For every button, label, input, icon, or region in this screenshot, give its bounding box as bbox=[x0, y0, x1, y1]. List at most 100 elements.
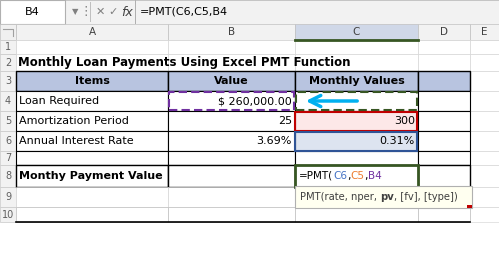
Bar bbox=[168, 207, 295, 222]
Bar bbox=[168, 207, 295, 222]
Bar bbox=[295, 165, 418, 187]
Bar bbox=[168, 24, 295, 40]
Bar bbox=[168, 131, 295, 151]
Bar bbox=[467, 205, 472, 208]
Text: Items: Items bbox=[74, 76, 109, 86]
Text: ,: , bbox=[364, 171, 368, 181]
Bar bbox=[16, 40, 168, 54]
Bar bbox=[168, 165, 295, 187]
Bar bbox=[0, 71, 16, 91]
Bar bbox=[16, 151, 168, 165]
Bar bbox=[418, 151, 470, 165]
Bar bbox=[470, 131, 499, 151]
Text: 7: 7 bbox=[5, 153, 11, 163]
Bar bbox=[295, 207, 418, 222]
Bar bbox=[0, 187, 16, 207]
Text: C5: C5 bbox=[350, 171, 364, 181]
Bar bbox=[16, 111, 168, 131]
Bar bbox=[470, 151, 499, 165]
Bar bbox=[16, 24, 168, 40]
Text: Monthly Loan Payments Using Excel PMT Function: Monthly Loan Payments Using Excel PMT Fu… bbox=[18, 56, 350, 69]
Bar bbox=[90, 2, 91, 22]
Text: 1: 1 bbox=[5, 42, 11, 52]
Bar bbox=[16, 165, 168, 187]
Text: Amortization Period: Amortization Period bbox=[19, 116, 129, 126]
Bar bbox=[65, 0, 66, 24]
Bar bbox=[418, 71, 470, 91]
Text: 0.31%: 0.31% bbox=[380, 136, 415, 146]
Text: ✕: ✕ bbox=[95, 7, 105, 17]
Bar bbox=[0, 131, 16, 151]
Bar bbox=[168, 151, 295, 165]
Bar bbox=[168, 40, 295, 54]
Bar bbox=[168, 165, 295, 187]
Text: 3.69%: 3.69% bbox=[256, 136, 292, 146]
Bar bbox=[0, 91, 16, 111]
Bar bbox=[0, 165, 16, 187]
Bar bbox=[168, 131, 295, 151]
Text: 5: 5 bbox=[5, 116, 11, 126]
Text: Loan Required: Loan Required bbox=[19, 96, 99, 106]
Text: pv: pv bbox=[380, 192, 394, 202]
Bar bbox=[295, 187, 418, 207]
Bar bbox=[16, 165, 168, 187]
Text: ▼: ▼ bbox=[72, 7, 78, 16]
Bar bbox=[418, 111, 470, 131]
Bar bbox=[168, 151, 295, 165]
Bar bbox=[16, 111, 168, 131]
Bar bbox=[295, 40, 418, 54]
Bar bbox=[418, 165, 470, 187]
Text: fx: fx bbox=[121, 6, 133, 19]
Text: C6: C6 bbox=[333, 171, 347, 181]
Text: ,: , bbox=[347, 171, 350, 181]
Bar bbox=[168, 91, 295, 111]
Text: 10: 10 bbox=[2, 210, 14, 219]
Bar bbox=[470, 91, 499, 111]
Text: B: B bbox=[228, 27, 235, 37]
Bar bbox=[295, 71, 418, 91]
Bar bbox=[295, 91, 418, 111]
Bar bbox=[296, 92, 417, 110]
Text: B4: B4 bbox=[368, 171, 382, 181]
Text: 3: 3 bbox=[5, 76, 11, 86]
Bar bbox=[168, 91, 295, 111]
Bar bbox=[168, 187, 295, 207]
Bar bbox=[470, 54, 499, 71]
Text: , [fv], [type]): , [fv], [type]) bbox=[394, 192, 458, 202]
Bar bbox=[418, 111, 470, 131]
Bar bbox=[295, 71, 418, 91]
Text: 6: 6 bbox=[5, 136, 11, 146]
Bar bbox=[168, 111, 295, 131]
Bar bbox=[295, 131, 418, 151]
Bar bbox=[16, 131, 168, 151]
Bar bbox=[16, 187, 168, 207]
Text: E: E bbox=[481, 27, 488, 37]
Bar bbox=[0, 24, 499, 40]
Bar bbox=[418, 91, 470, 111]
Bar bbox=[418, 40, 470, 54]
Bar bbox=[295, 111, 418, 131]
Bar bbox=[470, 207, 499, 222]
Bar bbox=[168, 71, 295, 91]
Text: 9: 9 bbox=[5, 192, 11, 202]
Bar bbox=[418, 207, 470, 222]
Bar bbox=[0, 40, 16, 54]
Text: Annual Interest Rate: Annual Interest Rate bbox=[19, 136, 134, 146]
Text: 300: 300 bbox=[394, 116, 415, 126]
Bar bbox=[16, 151, 168, 165]
Bar bbox=[168, 71, 295, 91]
Bar bbox=[295, 91, 418, 111]
Bar bbox=[418, 187, 470, 207]
Text: D: D bbox=[440, 27, 448, 37]
Bar bbox=[295, 111, 418, 131]
Bar bbox=[470, 165, 499, 187]
Bar bbox=[135, 0, 136, 24]
Bar bbox=[0, 207, 16, 222]
Bar bbox=[418, 131, 470, 151]
Bar bbox=[0, 0, 499, 24]
Bar bbox=[470, 111, 499, 131]
Bar bbox=[16, 71, 168, 91]
Bar bbox=[418, 151, 470, 165]
Text: 2: 2 bbox=[5, 57, 11, 68]
Bar bbox=[295, 186, 472, 208]
